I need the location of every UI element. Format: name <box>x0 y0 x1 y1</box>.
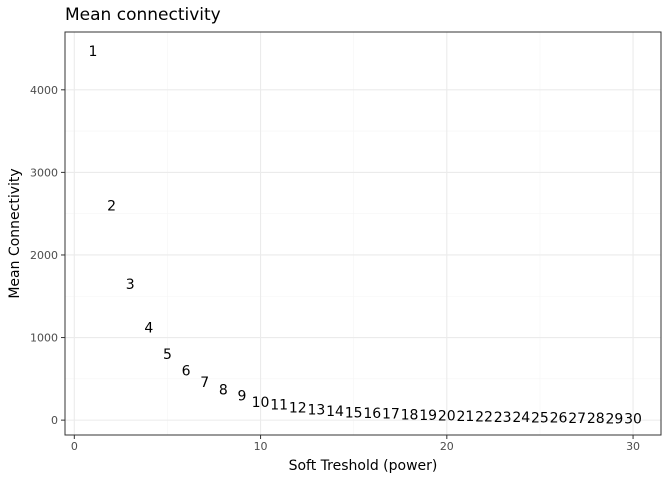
data-point-label: 9 <box>237 388 246 404</box>
y-tick-label: 4000 <box>30 84 58 97</box>
data-point-label: 1 <box>88 44 97 60</box>
data-point-label: 24 <box>512 410 530 426</box>
data-point-label: 5 <box>163 347 172 363</box>
x-tick-label: 0 <box>71 440 78 453</box>
x-tick-label: 10 <box>254 440 268 453</box>
chart-title: Mean connectivity <box>65 5 221 25</box>
x-tick-label: 30 <box>626 440 640 453</box>
data-point-label: 19 <box>419 408 437 424</box>
x-axis-title: Soft Treshold (power) <box>289 458 438 474</box>
y-tick-label: 1000 <box>30 332 58 345</box>
data-point-label: 10 <box>252 395 270 411</box>
y-tick-label: 3000 <box>30 166 58 179</box>
data-point-label: 27 <box>568 411 586 427</box>
y-axis-title: Mean Connectivity <box>7 168 23 298</box>
data-point-label: 22 <box>475 409 493 425</box>
data-point-label: 21 <box>457 409 475 425</box>
data-point-label: 20 <box>438 409 456 425</box>
data-point-label: 16 <box>363 406 381 422</box>
data-point-label: 15 <box>345 405 363 421</box>
data-point-label: 12 <box>289 401 307 417</box>
data-point-label: 2 <box>107 198 116 214</box>
y-tick-label: 0 <box>51 414 58 427</box>
data-point-label: 30 <box>624 411 642 427</box>
grid-layer <box>65 32 661 435</box>
data-point-label: 23 <box>494 410 512 426</box>
data-point-label: 18 <box>401 407 419 423</box>
data-point-label: 8 <box>219 383 228 399</box>
data-point-label: 13 <box>308 402 326 418</box>
data-point-label: 6 <box>182 364 191 380</box>
y-tick-label: 2000 <box>30 249 58 262</box>
data-point-label: 29 <box>606 411 624 427</box>
data-point-label: 11 <box>270 397 288 413</box>
x-tick-label: 20 <box>440 440 454 453</box>
plot-panel-border <box>64 31 662 436</box>
data-point-label: 17 <box>382 407 400 423</box>
data-point-label: 28 <box>587 411 605 427</box>
axis-layer: 0 10 20 30 0 1000 2000 3000 4000 <box>30 84 640 453</box>
data-point-label: 26 <box>550 411 568 427</box>
data-point-label: 7 <box>200 375 209 391</box>
data-point-label: 25 <box>531 410 549 426</box>
data-point-label: 3 <box>126 277 135 293</box>
data-point-label: 4 <box>144 321 153 337</box>
data-point-label: 14 <box>326 404 344 420</box>
